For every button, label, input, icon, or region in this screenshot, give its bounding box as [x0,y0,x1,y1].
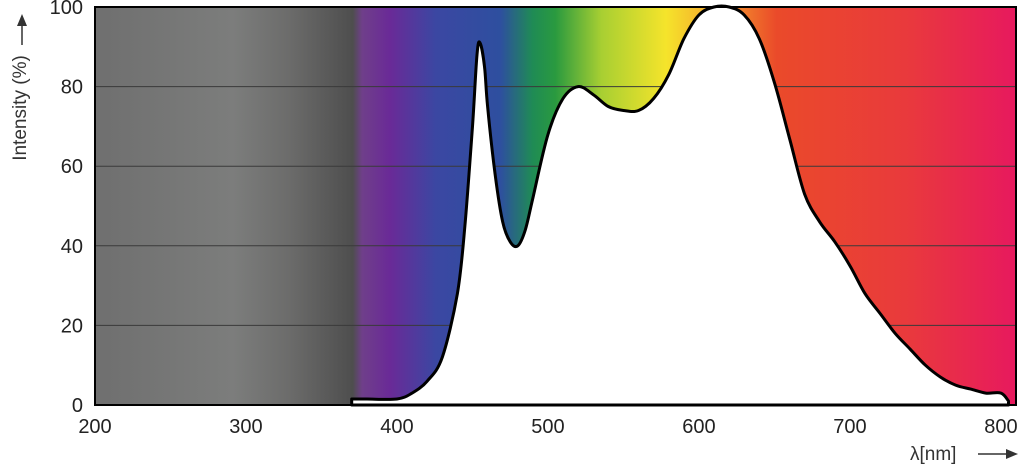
x-tick-label: 600 [682,416,715,438]
x-tick-label: 700 [833,416,866,438]
x-tick-label: 200 [78,416,111,438]
x-axis-title: λ[nm] [910,444,1018,465]
y-tick-label: 40 [61,236,83,258]
x-tick-labels: 200 300 400 500 600 700 800 [78,416,1017,438]
x-tick-label: 400 [380,416,413,438]
x-tick-label: 500 [531,416,564,438]
x-axis-arrow-head [1006,449,1018,459]
x-axis-label: λ[nm] [910,444,956,465]
y-tick-label: 20 [61,315,83,337]
y-tick-label: 80 [61,77,83,99]
y-tick-labels: 0 20 40 60 80 100 [50,0,83,417]
y-tick-label: 0 [72,395,83,417]
spectral-curve [350,4,1010,407]
y-axis-title: Intensity (%) [10,14,31,161]
y-axis-label: Intensity (%) [10,55,31,161]
y-axis-arrow-head [17,14,27,26]
plot-frame [94,6,1017,406]
y-tick-label: 100 [50,0,83,19]
x-tick-label: 800 [984,416,1017,438]
x-tick-label: 300 [229,416,262,438]
y-tick-label: 60 [61,156,83,178]
